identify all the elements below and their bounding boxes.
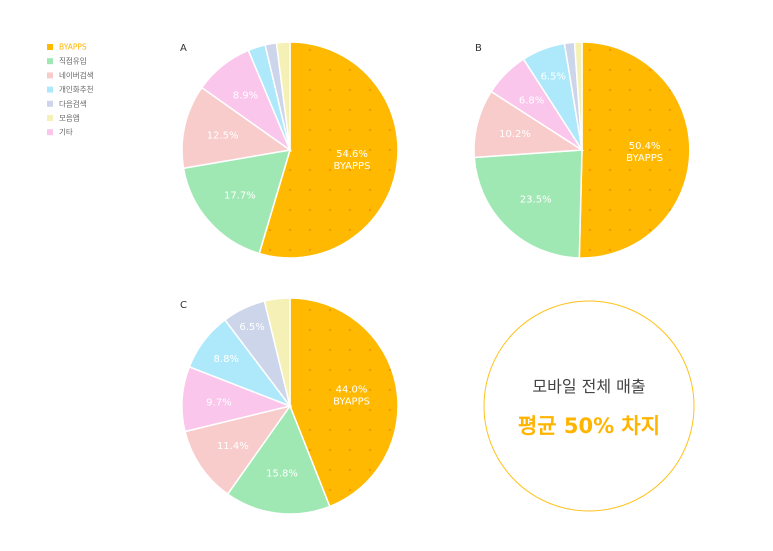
legend-swatch xyxy=(47,44,53,50)
legend-swatch xyxy=(47,86,53,93)
slice-value-label: 8.8% xyxy=(214,354,239,365)
pie-chart-a: A 54.6%BYAPPS 17.7% 12.5% 8.9% xyxy=(180,41,399,259)
legend-label: 네이버검색 xyxy=(59,70,94,80)
slice-value-label: 12.5% xyxy=(207,131,239,142)
legend-label: 기타 xyxy=(59,128,73,137)
slice-value-label: 6.5% xyxy=(239,322,264,333)
slice-value-label: 9.7% xyxy=(206,397,231,408)
legend-label: 다음검색 xyxy=(59,98,87,108)
legend-label: 개인화추천 xyxy=(59,84,94,94)
pie-title: A xyxy=(180,43,187,54)
legend-swatch xyxy=(47,129,53,136)
pie-slice xyxy=(578,41,691,259)
pie-chart-c: C 44.0%BYAPPS 15.8% 11.4% 9.7% 8.8% 6.5% xyxy=(180,297,399,515)
slice-value-label: 17.7% xyxy=(224,190,256,201)
pie-slice xyxy=(473,149,583,259)
summary-callout: 모바일 전체 매출 평균 50% 차지 xyxy=(483,300,695,512)
slice-value-label: 50.4% xyxy=(629,141,661,152)
slice-value-label: 54.6% xyxy=(336,149,368,160)
legend-label: 직접유입 xyxy=(59,56,87,66)
callout-circle xyxy=(483,300,695,512)
pie-slice xyxy=(181,86,292,170)
slice-name-label: BYAPPS xyxy=(334,161,371,172)
slice-name-label: BYAPPS xyxy=(626,153,663,164)
legend-swatch xyxy=(47,58,53,65)
slice-name-label: BYAPPS xyxy=(333,396,370,407)
pie-title: C xyxy=(180,300,187,311)
slice-value-label: 6.5% xyxy=(541,71,566,82)
legend-label: 모음앱 xyxy=(59,114,80,123)
callout-line1: 모바일 전체 매출 xyxy=(532,377,645,396)
pie-slice xyxy=(226,404,331,515)
pie-slice xyxy=(263,297,291,407)
pie-slice xyxy=(573,41,583,151)
slice-value-label: 23.5% xyxy=(520,194,552,205)
callout-line2: 평균 50% 차지 xyxy=(518,414,660,438)
slice-value-label: 10.2% xyxy=(499,129,531,140)
pie-slice xyxy=(182,149,292,255)
slice-value-label: 15.8% xyxy=(266,468,298,479)
pie-slice xyxy=(184,404,292,496)
legend-swatch xyxy=(47,72,53,79)
slice-value-label: 6.8% xyxy=(519,96,544,107)
charts: A54.6%BYAPPS17.7%12.5%8.9%B50.4%BYAPPS23… xyxy=(180,41,691,515)
pie-slice xyxy=(258,41,399,259)
legend-label: BYAPPS xyxy=(59,43,87,52)
pie-title: B xyxy=(475,43,482,54)
legend-swatch xyxy=(47,100,53,107)
slice-value-label: 8.9% xyxy=(233,90,258,101)
slice-value-label: 44.0% xyxy=(336,384,368,395)
slice-value-label: 11.4% xyxy=(217,441,249,452)
pie-slice xyxy=(275,41,291,151)
legend-swatch xyxy=(47,115,53,121)
pie-chart-b: B 50.4%BYAPPS 23.5% 10.2% 6.8% 6.5% xyxy=(473,41,691,259)
pie-slice xyxy=(289,297,399,508)
